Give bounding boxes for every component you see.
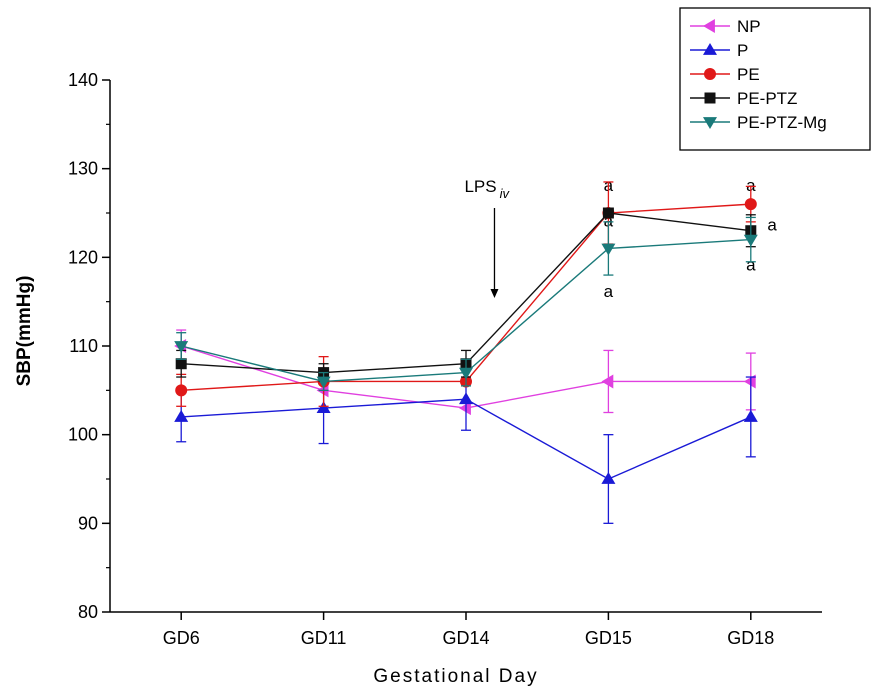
data-point <box>459 367 473 380</box>
data-point <box>743 409 758 422</box>
y-tick-label: 110 <box>69 336 98 356</box>
data-point <box>602 207 614 219</box>
lps-arrow-head <box>490 289 499 298</box>
x-tick-label: GD15 <box>585 628 632 648</box>
data-point <box>316 401 331 413</box>
data-point <box>459 392 473 405</box>
data-point <box>601 243 616 256</box>
data-point <box>175 358 187 370</box>
y-tick-label: 80 <box>78 602 98 622</box>
lps-label: LPS iv <box>464 177 510 201</box>
data-point <box>459 401 471 416</box>
x-tick-label: GD11 <box>301 628 347 648</box>
data-point <box>703 43 717 55</box>
series-pe-ptz <box>175 207 757 383</box>
data-point <box>704 92 716 104</box>
series-p <box>174 367 758 524</box>
legend-label-np: NP <box>737 17 761 36</box>
y-tick-label: 120 <box>68 247 98 267</box>
series-line <box>181 212 751 374</box>
series-pe-ptz-mg <box>174 216 758 391</box>
significance-label: a <box>604 282 614 301</box>
legend-label-p: P <box>737 41 748 60</box>
significance-label: a <box>746 176 756 195</box>
y-tick-label: 90 <box>78 513 98 533</box>
annotations: LPSivaaaaaa <box>464 176 777 301</box>
series-group <box>174 181 758 524</box>
significance-label: a <box>746 256 756 275</box>
data-point <box>743 374 756 389</box>
data-point <box>743 234 758 247</box>
lps-subscript: iv <box>500 186 511 201</box>
axes: 80 90 100 110 120 130 140 GD6 GD11 GD14 GD15 GD18 Ge… <box>14 70 822 687</box>
y-axis-title: SBP(mmHg) <box>14 276 35 387</box>
data-point <box>174 409 189 422</box>
x-axis-title: Gestational Day <box>373 666 538 687</box>
legend-label-pe: PE <box>737 65 760 84</box>
data-point <box>704 68 716 80</box>
data-point <box>703 117 717 129</box>
data-point <box>174 341 189 353</box>
legend-label-pe-ptz-mg: PE-PTZ-Mg <box>737 113 827 132</box>
data-point <box>601 472 616 484</box>
data-point <box>601 374 614 389</box>
y-tick-label: 130 <box>68 159 98 179</box>
x-tick-label: GD6 <box>163 628 200 648</box>
significance-label: a <box>767 216 777 235</box>
y-tick-label: 100 <box>68 425 98 445</box>
data-point <box>703 19 715 33</box>
x-tick-label: GD14 <box>442 628 489 648</box>
data-point <box>316 376 331 389</box>
y-tick-label: 140 <box>68 70 98 90</box>
legend-label-pe-ptz: PE-PTZ <box>737 89 797 108</box>
x-tick-label: GD18 <box>727 628 774 648</box>
data-point <box>175 384 188 397</box>
data-point <box>744 198 757 211</box>
legend: NP P PE PE-PTZ PE-PTZ-Mg <box>679 7 871 151</box>
